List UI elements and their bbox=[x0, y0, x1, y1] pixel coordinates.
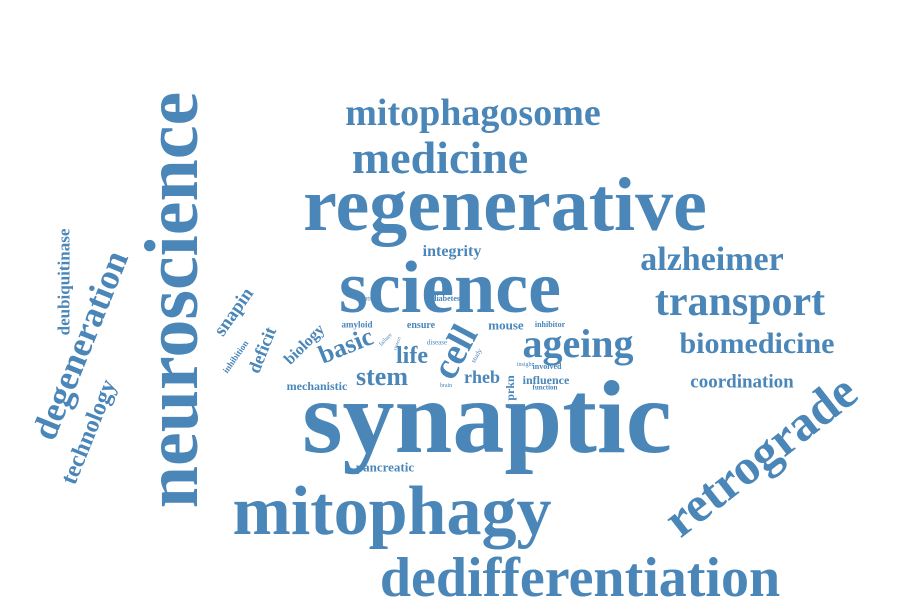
word-failure: failure bbox=[378, 332, 394, 348]
word-prkn: prkn bbox=[503, 375, 517, 401]
word-mechanistic: mechanistic bbox=[286, 379, 348, 393]
word-transport: transport bbox=[654, 279, 826, 325]
word-stem: stem bbox=[356, 362, 408, 391]
word-brain: brain bbox=[439, 383, 453, 389]
word-influence: influence bbox=[522, 373, 570, 387]
word-pancreatic: pancreatic bbox=[355, 459, 415, 475]
word-rheb: rheb bbox=[464, 367, 500, 387]
word-medicine: medicine bbox=[351, 132, 529, 183]
word-disease: disease bbox=[426, 338, 448, 347]
word-biomedicine: biomedicine bbox=[679, 327, 835, 360]
word-function: function bbox=[532, 383, 558, 392]
word-snapin: snapin bbox=[209, 283, 259, 341]
word-dedifferentiation: dedifferentiation bbox=[379, 547, 781, 609]
word-science: science bbox=[339, 247, 561, 329]
word-ensure: ensure bbox=[406, 320, 436, 331]
word-deficit: deficit bbox=[243, 324, 281, 376]
word-integrity: integrity bbox=[422, 243, 482, 260]
word-control: control bbox=[357, 294, 377, 303]
word-life: life bbox=[396, 343, 428, 369]
word-diabetes: diabetes bbox=[432, 294, 460, 303]
word-deubiquitinase: deubiquitinase bbox=[54, 228, 74, 336]
word-involved: involved bbox=[532, 362, 562, 371]
word-insight: insight bbox=[516, 362, 534, 368]
word-synaptic: synaptic bbox=[302, 360, 672, 475]
word-alzheimer: alzheimer bbox=[640, 241, 784, 278]
word-mitophagosome: mitophagosome bbox=[345, 92, 601, 134]
word-mouse: mouse bbox=[488, 317, 524, 333]
word-regenerative: regenerative bbox=[303, 163, 707, 247]
word-inhibitor: inhibitor bbox=[534, 320, 566, 329]
word-neuroscience: neuroscience bbox=[130, 91, 214, 509]
word-coordination: coordination bbox=[690, 371, 794, 393]
word-ageing: ageing bbox=[522, 321, 634, 366]
word-mitophagy: mitophagy bbox=[232, 473, 552, 550]
word-degeneration: degeneration bbox=[24, 244, 136, 446]
word-amyloid: amyloid bbox=[341, 319, 373, 330]
